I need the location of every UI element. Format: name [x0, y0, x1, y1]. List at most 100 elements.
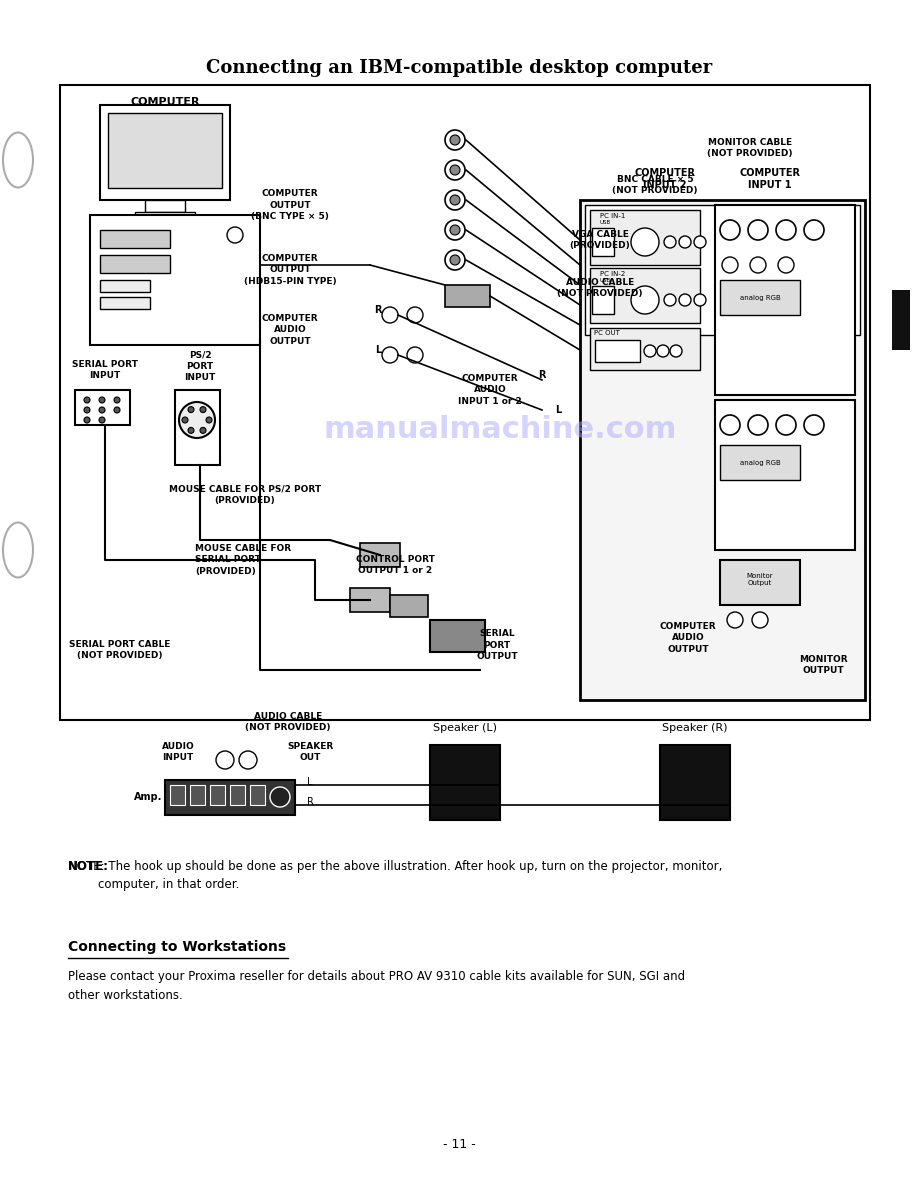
Text: PC IN-1: PC IN-1	[600, 213, 625, 219]
Circle shape	[679, 293, 691, 307]
Text: AUDIO CABLE
(NOT PROVIDED): AUDIO CABLE (NOT PROVIDED)	[557, 278, 643, 298]
Text: COMPUTER
INPUT 1: COMPUTER INPUT 1	[740, 168, 800, 190]
Circle shape	[99, 407, 105, 413]
Circle shape	[182, 417, 188, 423]
Bar	[90, 215, 260, 345]
Circle shape	[644, 345, 656, 358]
Text: COMPUTER
INPUT 2: COMPUTER INPUT 2	[634, 168, 696, 190]
Text: Please contact your Proxima reseller for details about PRO AV 9310 cable kits av: Please contact your Proxima reseller for…	[68, 969, 685, 1001]
Ellipse shape	[3, 133, 33, 188]
Text: Speaker (R): Speaker (R)	[662, 723, 728, 733]
Circle shape	[776, 220, 796, 240]
Text: COMPUTER
AUDIO
OUTPUT: COMPUTER AUDIO OUTPUT	[660, 623, 716, 653]
Text: MONITOR CABLE
(NOT PROVIDED): MONITOR CABLE (NOT PROVIDED)	[707, 138, 793, 158]
Bar	[190, 785, 205, 805]
Circle shape	[722, 257, 738, 273]
Text: AUDIO CABLE
(NOT PROVIDED): AUDIO CABLE (NOT PROVIDED)	[245, 712, 330, 732]
Text: R: R	[375, 305, 382, 315]
Bar	[135, 211, 195, 219]
Circle shape	[99, 397, 105, 403]
Circle shape	[188, 428, 194, 434]
Bar	[715, 400, 855, 550]
Text: PC OUT: PC OUT	[594, 330, 620, 336]
Text: NOTE:: NOTE:	[68, 860, 109, 873]
Circle shape	[445, 160, 465, 181]
Circle shape	[450, 225, 460, 235]
Text: Amp.: Amp.	[134, 792, 162, 802]
Bar	[60, 86, 870, 720]
Circle shape	[270, 786, 290, 807]
Text: USB: USB	[600, 220, 611, 225]
Text: SERIAL PORT CABLE
(NOT PROVIDED): SERIAL PORT CABLE (NOT PROVIDED)	[70, 640, 171, 661]
Circle shape	[179, 402, 215, 438]
Circle shape	[239, 751, 257, 769]
Bar	[100, 255, 170, 273]
Text: USB: USB	[600, 278, 611, 283]
Text: NOTE: The hook up should be done as per the above illustration. After hook up, t: NOTE: The hook up should be done as per …	[68, 860, 722, 891]
Text: Connecting an IBM-compatible desktop computer: Connecting an IBM-compatible desktop com…	[206, 59, 712, 77]
Text: L: L	[554, 405, 561, 415]
Bar	[445, 285, 490, 307]
Circle shape	[631, 286, 659, 314]
Circle shape	[114, 407, 120, 413]
Text: MOUSE CABLE FOR
SERIAL PORT
(PROVIDED): MOUSE CABLE FOR SERIAL PORT (PROVIDED)	[195, 544, 291, 576]
Circle shape	[670, 345, 682, 358]
Circle shape	[727, 612, 743, 628]
Ellipse shape	[3, 523, 33, 577]
Bar	[230, 785, 245, 805]
Circle shape	[445, 129, 465, 150]
Text: CONTROL PORT
OUTPUT 1 or 2: CONTROL PORT OUTPUT 1 or 2	[355, 555, 434, 575]
Text: VGA CABLE
(PROVIDED): VGA CABLE (PROVIDED)	[570, 230, 631, 249]
Bar	[100, 105, 230, 200]
Bar	[250, 785, 265, 805]
Bar	[585, 206, 860, 335]
Text: COMPUTER
AUDIO
OUTPUT: COMPUTER AUDIO OUTPUT	[262, 315, 319, 346]
Circle shape	[752, 612, 768, 628]
Text: Connecting to Workstations: Connecting to Workstations	[68, 940, 286, 954]
Bar	[590, 328, 700, 369]
Circle shape	[657, 345, 669, 358]
Bar	[100, 230, 170, 248]
Bar	[100, 297, 150, 309]
Circle shape	[720, 220, 740, 240]
Text: Monitor
Output: Monitor Output	[746, 573, 773, 586]
Circle shape	[84, 407, 90, 413]
Text: manualmachine.com: manualmachine.com	[323, 416, 677, 444]
Text: COMPUTER
OUTPUT
(BNC TYPE × 5): COMPUTER OUTPUT (BNC TYPE × 5)	[251, 189, 329, 221]
Bar	[145, 200, 185, 211]
Circle shape	[407, 347, 423, 364]
Text: Speaker (L): Speaker (L)	[433, 723, 497, 733]
Text: COMPUTER: COMPUTER	[130, 97, 200, 107]
Bar	[360, 543, 400, 567]
Bar	[350, 588, 390, 612]
Text: SPEAKER
OUT: SPEAKER OUT	[287, 742, 333, 762]
Text: SERIAL PORT
INPUT: SERIAL PORT INPUT	[72, 360, 138, 380]
Text: SERIAL
PORT
OUTPUT: SERIAL PORT OUTPUT	[476, 630, 518, 661]
Bar	[170, 785, 185, 805]
Bar	[660, 745, 730, 820]
Bar	[430, 620, 485, 652]
Circle shape	[445, 220, 465, 240]
Text: R: R	[538, 369, 545, 380]
Circle shape	[694, 293, 706, 307]
Circle shape	[114, 397, 120, 403]
Circle shape	[631, 228, 659, 255]
Bar	[390, 595, 428, 617]
Text: PC IN-2: PC IN-2	[600, 271, 625, 277]
Circle shape	[407, 307, 423, 323]
Circle shape	[694, 236, 706, 248]
Circle shape	[804, 220, 824, 240]
Text: L: L	[308, 777, 313, 786]
Bar	[892, 290, 910, 350]
Circle shape	[445, 190, 465, 210]
Bar	[108, 113, 222, 188]
Text: - 11 -: - 11 -	[442, 1138, 476, 1151]
Bar	[592, 228, 614, 255]
Circle shape	[450, 135, 460, 145]
Circle shape	[720, 415, 740, 435]
Bar	[715, 206, 855, 394]
Circle shape	[382, 347, 398, 364]
Circle shape	[200, 428, 206, 434]
Text: AUDIO
INPUT: AUDIO INPUT	[162, 742, 195, 762]
Circle shape	[664, 236, 676, 248]
